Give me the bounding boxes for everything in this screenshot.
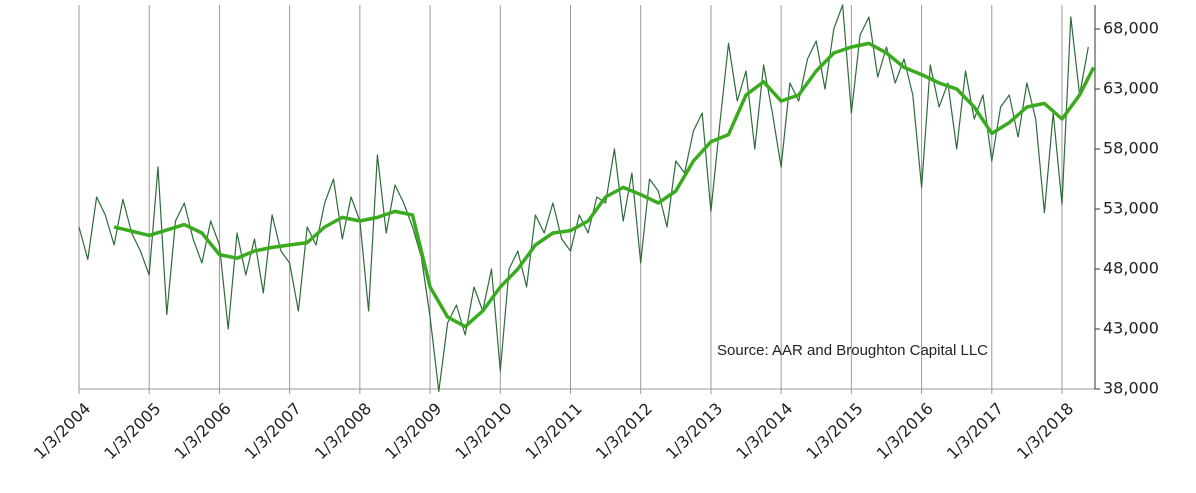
annotation: Source: AAR and Broughton Capital LLC: [717, 342, 988, 359]
x-tick-label: 1/3/2014: [732, 399, 796, 463]
x-tick-label: 1/3/2005: [100, 399, 164, 463]
series-line: [113, 41, 1096, 329]
y-tick-label: 53,000: [1103, 199, 1159, 218]
x-tick-label: 1/3/2011: [522, 399, 586, 463]
x-tick-label: 1/3/2013: [662, 399, 726, 463]
y-tick-label: 38,000: [1103, 379, 1159, 398]
x-tick-label: 1/3/2018: [1013, 399, 1077, 463]
series-line: [78, 4, 1089, 392]
x-tick-label: 1/3/2008: [311, 399, 375, 463]
y-tick-label: 58,000: [1103, 139, 1159, 158]
x-tick-label: 1/3/2012: [592, 399, 656, 463]
x-tick-label: 1/3/2015: [802, 399, 866, 463]
y-tick-label: 43,000: [1103, 319, 1159, 338]
x-tick-label: 1/3/2017: [943, 399, 1007, 463]
y-tick-label: 68,000: [1103, 19, 1159, 38]
x-tick-label: 1/3/2006: [170, 399, 234, 463]
x-tick-label: 1/3/2009: [381, 399, 445, 463]
x-tick-label: 1/3/2007: [241, 399, 305, 463]
y-tick-label: 48,000: [1103, 259, 1159, 278]
x-tick-label: 1/3/2004: [30, 399, 94, 463]
y-tick-label: 63,000: [1103, 79, 1159, 98]
x-tick-label: 1/3/2016: [873, 399, 937, 463]
x-tick-label: 1/3/2010: [451, 399, 515, 463]
